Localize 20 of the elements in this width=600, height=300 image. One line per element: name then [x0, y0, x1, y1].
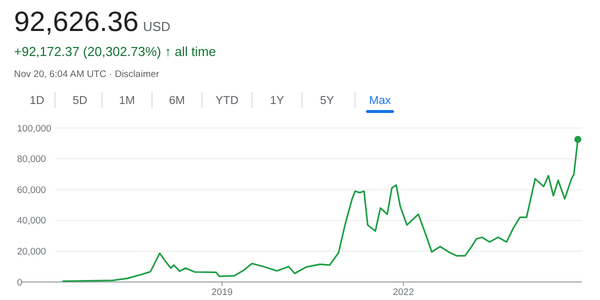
y-tick-label: 80,000	[17, 154, 46, 166]
text: 5Y	[320, 95, 334, 107]
text: 1M	[119, 95, 135, 107]
text: 6M	[169, 95, 185, 107]
text: 1D	[30, 95, 44, 107]
text: USD	[143, 19, 170, 34]
x-tick-label: 2019	[212, 287, 233, 298]
y-tick-label: 0	[17, 277, 22, 288]
chart-subtitle: +92,172.37 (20,302.73%) ↑ all time	[14, 44, 216, 59]
y-tick-label: 100,000	[17, 123, 52, 134]
text: Nov 20, 6:04 AM UTC · Disclaimer	[14, 69, 160, 80]
chart-title: 92,626.36	[14, 6, 139, 37]
x-tick-label: 2022	[392, 287, 414, 298]
y-tick-label: 60,000	[17, 184, 46, 196]
text: YTD	[216, 95, 238, 107]
text: Max	[369, 95, 392, 107]
text: 1Y	[270, 95, 284, 107]
y-tick-label: 40,000	[17, 216, 46, 227]
text: 5D	[72, 95, 88, 107]
y-tick-label: 20,000	[17, 246, 46, 258]
